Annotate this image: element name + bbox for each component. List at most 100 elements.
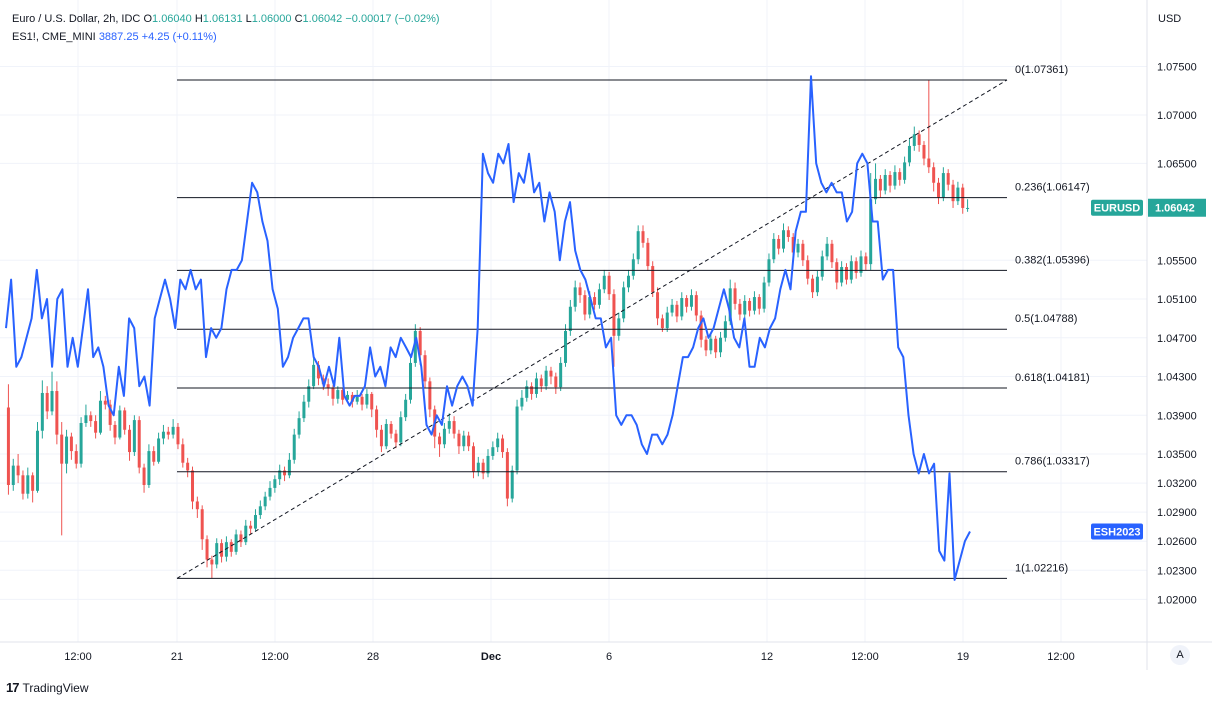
candle[interactable] [801,239,805,267]
candle[interactable] [128,424,132,461]
candle[interactable] [157,432,161,464]
candle[interactable] [220,539,224,563]
candle[interactable] [583,290,587,321]
candle[interactable] [559,357,563,392]
candle[interactable] [462,430,466,452]
candle[interactable] [539,374,543,392]
candle[interactable] [893,165,897,190]
candle[interactable] [607,271,611,300]
candle[interactable] [568,299,572,336]
candle[interactable] [65,429,69,474]
candle[interactable] [166,426,170,440]
candle[interactable] [258,500,262,519]
candle[interactable] [302,394,306,423]
candle[interactable] [142,463,146,493]
candle[interactable] [326,378,330,396]
candle[interactable] [331,385,335,406]
candle[interactable] [515,399,519,475]
candle[interactable] [200,505,204,550]
candle[interactable] [835,258,839,290]
candle[interactable] [476,456,480,477]
candle[interactable] [554,372,558,394]
candle[interactable] [404,393,408,422]
candle[interactable] [651,261,655,298]
candle[interactable] [496,432,500,453]
candle[interactable] [341,388,345,405]
candle[interactable] [471,442,475,479]
candle[interactable] [777,235,781,255]
candle[interactable] [394,429,398,449]
candle[interactable] [234,529,238,555]
candle[interactable] [665,306,669,332]
candle[interactable] [951,179,955,208]
candle[interactable] [544,365,548,391]
candle[interactable] [45,386,49,420]
candle[interactable] [438,432,442,457]
candle[interactable] [428,377,432,418]
candle[interactable] [481,458,485,480]
candle[interactable] [132,415,136,456]
candle[interactable] [966,199,970,212]
candle[interactable] [263,491,267,511]
candle[interactable] [898,168,902,186]
candle[interactable] [171,419,175,439]
candle[interactable] [602,269,606,294]
candle[interactable] [31,472,35,503]
candle[interactable] [244,519,248,546]
candle[interactable] [176,423,180,450]
candle[interactable] [525,380,529,402]
candle[interactable] [413,324,417,367]
candle[interactable] [733,282,737,310]
candle[interactable] [941,167,945,202]
candle[interactable] [287,453,291,479]
candle[interactable] [685,295,689,313]
candle[interactable] [423,350,427,389]
candle[interactable] [442,423,446,449]
candle[interactable] [69,432,73,460]
candle[interactable] [239,530,243,547]
candle[interactable] [186,457,190,478]
candle[interactable] [743,295,747,319]
candle[interactable] [738,299,742,321]
candle[interactable] [399,411,403,447]
candle[interactable] [573,280,577,312]
candle[interactable] [636,225,640,265]
tradingview-footer[interactable]: 17 TradingView [6,680,89,695]
candle[interactable] [21,470,25,500]
candle[interactable] [94,415,98,439]
candle[interactable] [646,237,650,271]
candle[interactable] [205,535,209,568]
candle[interactable] [796,238,800,258]
candle[interactable] [161,424,165,445]
candle[interactable] [781,223,785,253]
candle[interactable] [292,428,296,464]
candle[interactable] [762,276,766,313]
candle[interactable] [283,466,287,482]
compare-series-line[interactable] [5,75,971,581]
candle[interactable] [510,465,514,503]
candle[interactable] [312,356,316,390]
candle[interactable] [55,381,59,445]
candle[interactable] [719,331,723,358]
candle[interactable] [912,126,916,151]
candle[interactable] [152,446,156,466]
candle[interactable] [956,181,960,206]
candle[interactable] [452,416,456,439]
candle[interactable] [932,162,936,192]
candle[interactable] [864,252,868,270]
candle[interactable] [811,274,815,299]
candle[interactable] [844,263,848,285]
candle[interactable] [534,372,538,398]
candle[interactable] [84,404,88,427]
candle[interactable] [98,391,102,435]
candle[interactable] [365,389,369,409]
candle[interactable] [922,141,926,166]
candle[interactable] [384,419,388,450]
candle[interactable] [670,299,674,317]
candle[interactable] [878,175,882,198]
candle[interactable] [108,399,112,431]
candle[interactable] [486,449,490,478]
candle[interactable] [491,441,495,460]
candle[interactable] [268,481,272,501]
candle[interactable] [26,467,30,499]
